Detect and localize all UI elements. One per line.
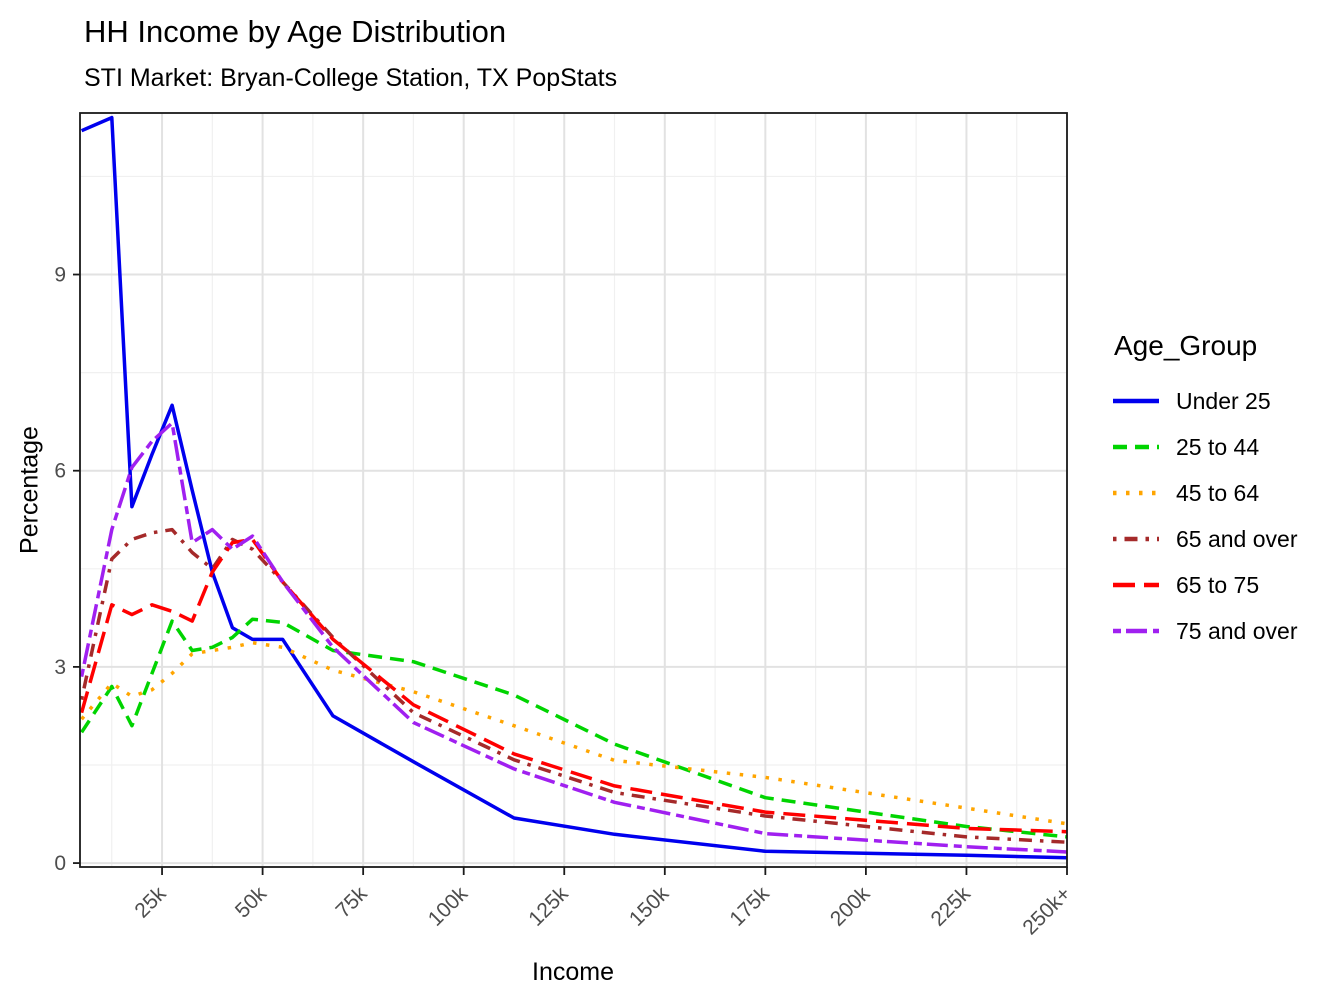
legend-item: 65 to 75 xyxy=(1112,562,1297,608)
panel-border xyxy=(79,112,1068,868)
y-tick-label: 6 xyxy=(54,460,66,483)
legend-item-label: 65 and over xyxy=(1176,525,1298,552)
legend-item: 45 to 64 xyxy=(1112,470,1297,516)
legend-key xyxy=(1113,536,1159,542)
legend-key xyxy=(1113,444,1159,450)
x-tick-label: 150k xyxy=(625,882,674,931)
x-tick-label: 200k xyxy=(826,882,875,931)
axis-ticks xyxy=(73,273,1068,875)
y-tick-label: 0 xyxy=(54,852,66,875)
x-axis-title: Income xyxy=(532,958,614,986)
x-tick-label: 175k xyxy=(725,882,774,931)
legend-item-label: 65 to 75 xyxy=(1176,571,1260,598)
x-tick-label: 225k xyxy=(927,882,976,931)
legend-item: 25 to 44 xyxy=(1112,424,1297,470)
chart-title: HH Income by Age Distribution xyxy=(84,14,507,49)
x-tick-label: 50k xyxy=(231,882,272,923)
legend-title: Age_Group xyxy=(1114,330,1258,361)
legend-key xyxy=(1113,490,1159,496)
legend-key xyxy=(1113,398,1159,404)
legend-key xyxy=(1113,582,1159,588)
series-line-65-and-over xyxy=(79,527,1068,844)
x-tick-label: 250k+ xyxy=(1018,882,1075,939)
series-lines xyxy=(79,115,1068,860)
y-tick-label: 9 xyxy=(54,264,66,287)
x-tick-label: 100k xyxy=(424,882,473,931)
chart-subtitle: STI Market: Bryan-College Station, TX Po… xyxy=(84,64,618,92)
series-line-65-to-75 xyxy=(79,537,1068,834)
series-line-under-25 xyxy=(80,115,1068,860)
panel-background xyxy=(80,113,1067,867)
legend-item: 75 and over xyxy=(1112,608,1297,654)
series-line-25-to-44 xyxy=(80,617,1068,839)
x-tick-label: 75k xyxy=(331,882,372,923)
grid-minor xyxy=(80,113,1067,867)
legend-key xyxy=(1113,628,1159,634)
series-line-45-to-64 xyxy=(80,640,1068,826)
series-line-75-and-over xyxy=(79,421,1068,854)
legend-item-label: 75 and over xyxy=(1176,617,1298,644)
legend-items: Under 25 25 to 44 45 to 64 65 and over 65 to… xyxy=(1112,378,1297,654)
legend-item-label: 45 to 64 xyxy=(1176,479,1260,506)
legend-item-label: 25 to 44 xyxy=(1176,433,1260,460)
x-tick-label: 125k xyxy=(524,882,573,931)
legend: Age_Group Under 25 25 to 44 45 to 64 65 and… xyxy=(1112,330,1297,654)
legend-item-label: Under 25 xyxy=(1176,387,1271,414)
legend-item: 65 and over xyxy=(1112,516,1297,562)
x-tick-label: 25k xyxy=(130,882,171,923)
legend-item: Under 25 xyxy=(1112,378,1297,424)
y-axis-title: Percentage xyxy=(15,426,44,554)
y-tick-label: 3 xyxy=(54,656,66,679)
